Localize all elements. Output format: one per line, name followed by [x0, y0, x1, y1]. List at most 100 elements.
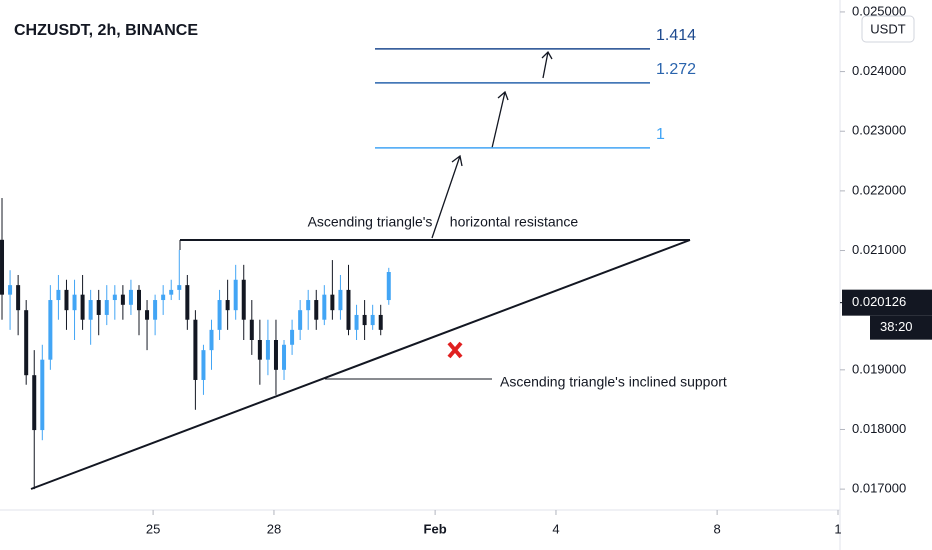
candle-body	[193, 319, 198, 380]
currency-button[interactable]	[861, 15, 915, 43]
candle	[104, 285, 109, 326]
candle-body	[249, 319, 254, 340]
candle-body	[386, 272, 391, 301]
candle	[298, 300, 303, 340]
y-tick-label: 0.019000	[852, 361, 906, 376]
candle-body	[24, 310, 29, 376]
candle	[128, 279, 133, 315]
candle	[362, 300, 367, 340]
invalid-mark	[447, 341, 463, 359]
countdown-box	[870, 315, 932, 340]
candle	[169, 279, 174, 301]
candle-body	[306, 300, 311, 311]
support-label: Ascending triangle's inclined support	[500, 374, 727, 390]
y-tick-label: 0.023000	[852, 123, 906, 138]
candle	[217, 289, 222, 340]
y-tick-label: 0.025000	[852, 3, 906, 18]
candle-body	[0, 239, 5, 295]
candle-body	[354, 314, 359, 330]
candle-body	[225, 300, 230, 311]
x-tick-label: 28	[267, 521, 281, 536]
candle-body	[362, 314, 367, 326]
candle	[370, 304, 375, 330]
candle-body	[64, 289, 69, 311]
candle	[8, 270, 13, 330]
candle-body	[233, 279, 238, 311]
candle	[290, 319, 295, 355]
resistance-label: Ascending triangle's	[308, 214, 433, 230]
candle-body	[346, 289, 351, 330]
candle-body	[56, 289, 61, 301]
candle-body	[136, 289, 141, 311]
candle	[314, 289, 319, 330]
candle	[354, 304, 359, 340]
candle	[88, 289, 93, 345]
y-tick-label: 0.022000	[852, 182, 906, 197]
arrows	[431, 50, 553, 239]
candle	[96, 289, 101, 336]
candle-body	[169, 289, 174, 295]
candle-body	[257, 340, 262, 360]
candle	[265, 319, 270, 376]
candle-body	[185, 285, 190, 320]
arrow	[431, 154, 463, 239]
candle	[386, 267, 391, 305]
candle	[306, 289, 311, 330]
candle	[145, 300, 150, 351]
currency-label[interactable]: USDT	[870, 21, 905, 36]
candle-body	[290, 329, 295, 345]
candle	[161, 285, 166, 315]
candle-body	[370, 314, 375, 326]
candle	[193, 310, 198, 410]
candle-body	[378, 314, 383, 330]
fib-label: 1.414	[656, 27, 696, 44]
candle	[153, 294, 158, 336]
candle	[0, 198, 5, 320]
candle-body	[40, 359, 45, 431]
candle	[24, 300, 29, 385]
candle	[225, 279, 230, 330]
candle-body	[177, 285, 182, 290]
candle-body	[128, 289, 133, 305]
candle-body	[330, 294, 335, 311]
candle	[241, 264, 246, 340]
chart-title: CHZUSDT, 2h, BINANCE	[14, 22, 198, 39]
candle-body	[112, 294, 117, 301]
y-tick-label: 0.024000	[852, 63, 906, 78]
candle-body	[265, 340, 270, 360]
candle-body	[96, 300, 101, 315]
candle	[56, 274, 61, 320]
candle	[233, 264, 238, 320]
x-tick-label: 25	[146, 521, 160, 536]
fib-label: 1	[656, 126, 665, 143]
candle-body	[153, 300, 158, 320]
candle-body	[209, 329, 214, 351]
x-tick-label: 1	[834, 521, 841, 536]
candle	[72, 279, 77, 340]
candle-body	[72, 294, 77, 311]
candle	[346, 264, 351, 336]
candle	[40, 344, 45, 441]
candle-body	[161, 294, 166, 301]
candle-body	[120, 294, 125, 305]
candle-body	[145, 310, 150, 320]
candle-body	[314, 300, 319, 320]
candle	[48, 285, 53, 370]
candle	[80, 274, 85, 330]
x-tick-label: Feb	[424, 521, 447, 536]
candle-body	[241, 279, 246, 320]
candle	[273, 319, 278, 395]
candle-body	[16, 285, 21, 311]
candle	[136, 285, 141, 336]
arrow	[541, 50, 553, 79]
candle-body	[273, 340, 278, 370]
candle-body	[104, 300, 109, 315]
x-tick-label: 4	[552, 521, 559, 536]
candle-body	[88, 300, 93, 320]
candle	[282, 340, 287, 380]
arrow	[491, 90, 509, 149]
candle-body	[48, 300, 53, 360]
candle	[120, 285, 125, 320]
